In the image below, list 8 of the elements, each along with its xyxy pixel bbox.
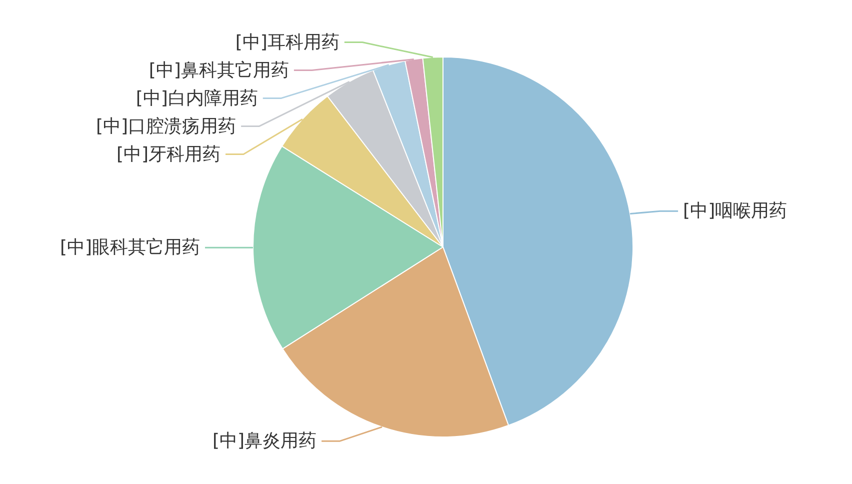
slice-label: [中]牙科用药 <box>116 144 220 165</box>
slice-label: [中]白内障用药 <box>136 88 258 109</box>
slice-label: [中]鼻科其它用药 <box>148 60 289 81</box>
slice-label: [中]鼻炎用药 <box>212 430 317 452</box>
slice-label: [中]咽喉用药 <box>683 200 788 222</box>
slice-label: [中]口腔溃疡用药 <box>96 116 236 137</box>
slice-label: [中]耳科用药 <box>235 32 340 53</box>
slice-label: [中]眼科其它用药 <box>60 237 200 258</box>
